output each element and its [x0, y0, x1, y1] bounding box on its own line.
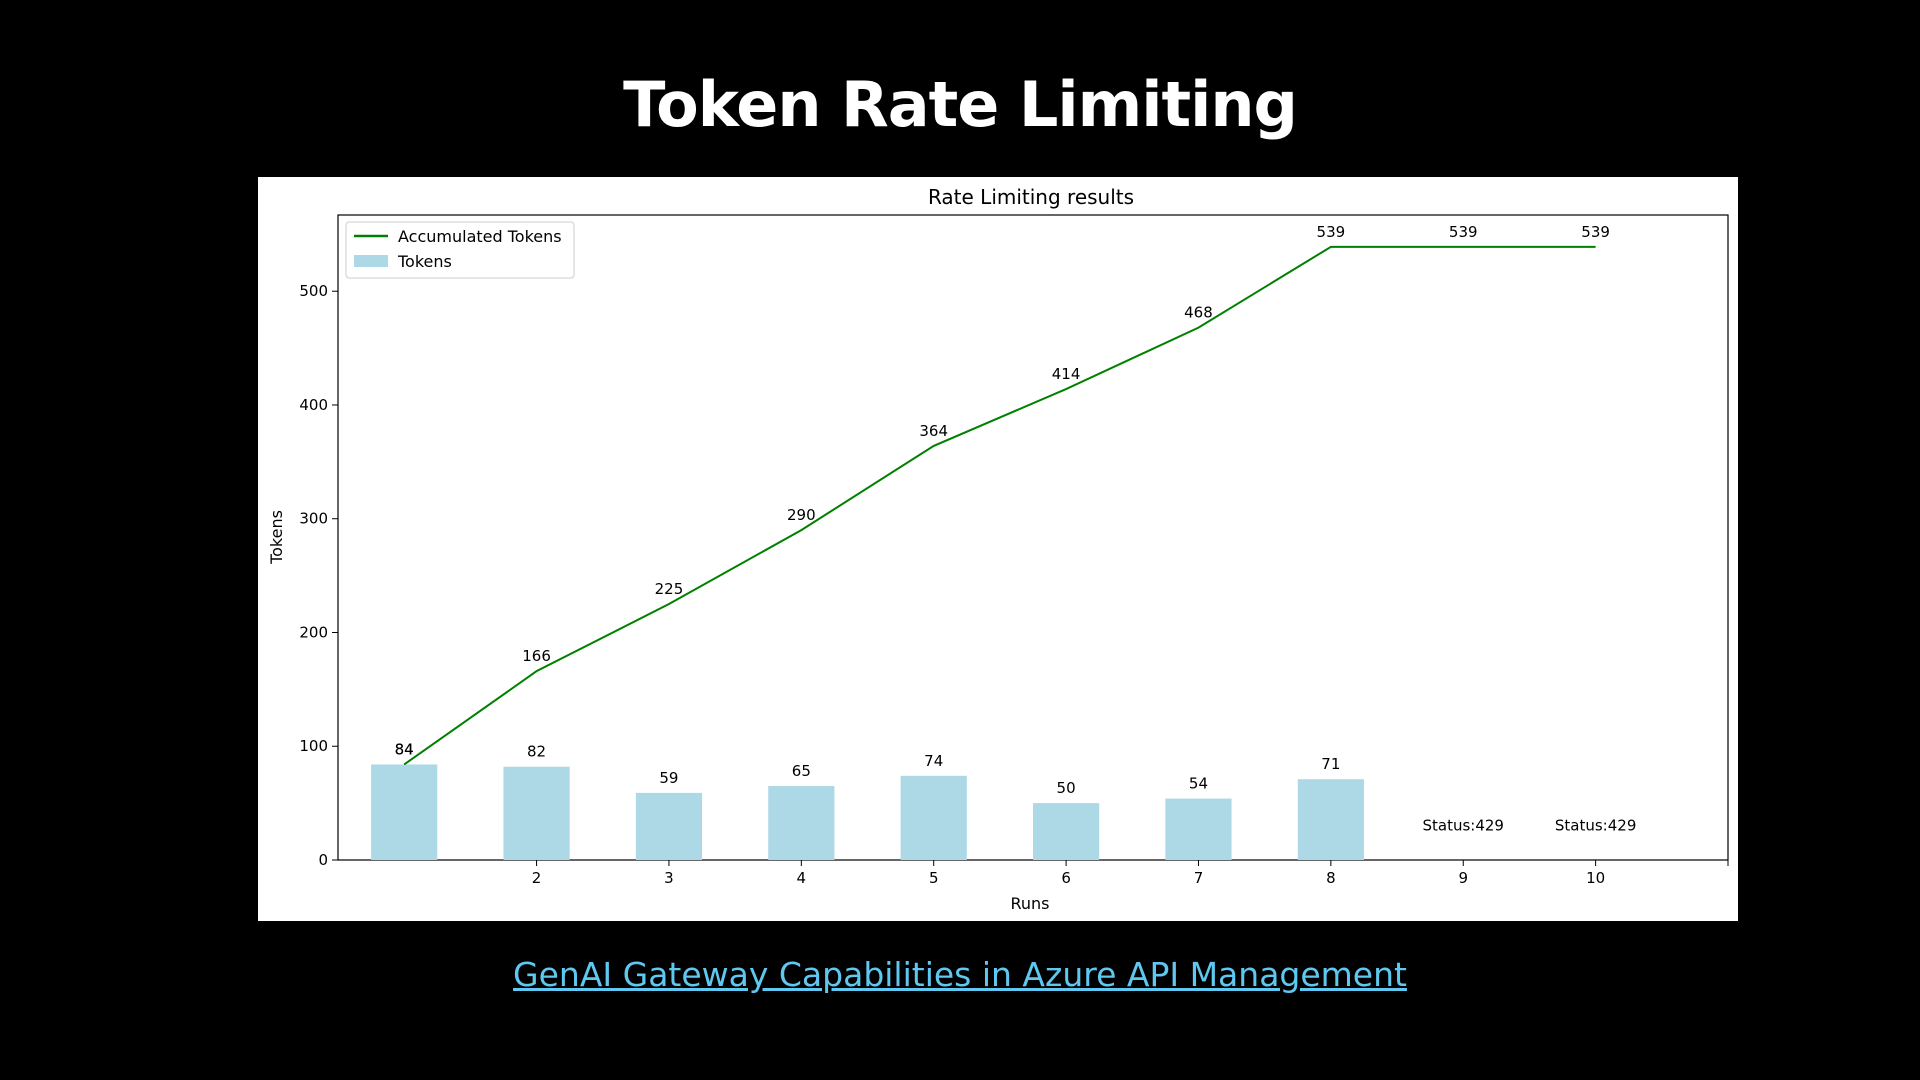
line-data-label: 539 [1317, 223, 1346, 241]
x-axis: 2 3 4 5 6 7 8 9 10 [532, 860, 1729, 887]
line-data-label: 84 [395, 740, 414, 758]
y-tick-label: 500 [299, 282, 328, 300]
bar-data-label: 82 [527, 743, 546, 761]
x-axis-label: Runs [1010, 894, 1049, 913]
bar [1165, 798, 1232, 860]
y-tick-label: 100 [299, 737, 328, 755]
y-tick-label: 200 [299, 623, 328, 641]
y-tick-label: 300 [299, 510, 328, 528]
x-tick-label: 5 [929, 869, 939, 887]
legend: Accumulated Tokens Tokens [345, 221, 575, 279]
legend-bar-swatch [354, 255, 388, 267]
bar-data-label: 84 [395, 740, 414, 758]
bar-data-label: 71 [1321, 755, 1340, 773]
bar [1033, 803, 1100, 860]
bar-data-label: 54 [1189, 775, 1208, 793]
slide-title: Token Rate Limiting [623, 68, 1298, 141]
bar-data-label: 59 [659, 769, 678, 787]
bar-data-label: 50 [1057, 779, 1076, 797]
accumulated-tokens-line [403, 245, 1596, 766]
bar [1297, 779, 1364, 860]
bar-data-label: 74 [924, 752, 943, 770]
y-axis-label: Tokens [267, 510, 286, 565]
bar [900, 775, 967, 860]
chart-panel: Rate Limiting results 0 100 200 300 400 500 2… [258, 177, 1738, 921]
bar [635, 792, 703, 860]
bar [371, 764, 438, 860]
rate-limiting-chart: Rate Limiting results 0 100 200 300 400 500 2… [267, 185, 1729, 913]
line-data-label: 414 [1052, 365, 1081, 383]
status-label: Status:429 [1422, 816, 1503, 834]
line-data-label: 364 [919, 422, 948, 440]
x-tick-label: 10 [1586, 869, 1605, 887]
bar [503, 766, 570, 860]
legend-box [345, 221, 575, 279]
chart-title: Rate Limiting results [928, 185, 1134, 209]
line-series [403, 245, 1596, 766]
y-tick-label: 400 [299, 396, 328, 414]
y-tick-label: 0 [318, 851, 328, 869]
bar-data-label: 65 [792, 762, 811, 780]
line-data-label: 539 [1581, 223, 1610, 241]
line-data-label: 468 [1184, 304, 1213, 322]
plot-area [337, 214, 1729, 861]
line-data-label: 290 [787, 506, 816, 524]
legend-label-accumulated: Accumulated Tokens [398, 227, 562, 246]
x-tick-label: 4 [797, 869, 807, 887]
x-tick-label: 6 [1061, 869, 1071, 887]
x-tick-label: 3 [664, 869, 674, 887]
x-tick-label: 7 [1194, 869, 1204, 887]
x-tick-label: 8 [1326, 869, 1336, 887]
bar-series [371, 764, 1364, 860]
line-data-label: 166 [522, 647, 551, 665]
x-tick-label: 9 [1458, 869, 1468, 887]
legend-label-tokens: Tokens [397, 252, 452, 271]
status-label: Status:429 [1555, 816, 1636, 834]
bar [768, 786, 835, 860]
y-axis: 0 100 200 300 400 500 [299, 282, 338, 869]
line-data-label: 539 [1449, 223, 1478, 241]
x-tick-label: 2 [532, 869, 542, 887]
line-data-label: 225 [655, 580, 684, 598]
gateway-capabilities-link[interactable]: GenAI Gateway Capabilities in Azure API … [513, 955, 1407, 994]
